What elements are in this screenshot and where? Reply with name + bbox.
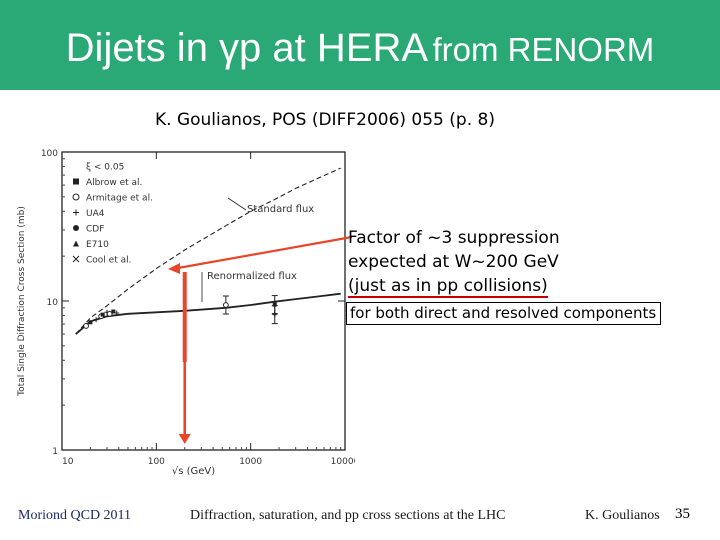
data-point <box>93 317 99 323</box>
legend-symbol <box>72 193 80 201</box>
footer-conference: Moriond QCD 2011 <box>18 508 132 523</box>
note-line-2: expected at W~200 GeV <box>348 252 559 272</box>
renormalized-flux-curve <box>75 292 341 335</box>
legend-symbol <box>73 225 79 231</box>
footer-author: K. Goulianos <box>585 508 660 523</box>
reference-text: K. Goulianos, POS (DIFF2006) 055 (p. 8) <box>155 110 495 130</box>
cross-section-plot: 10 100 1000 10000 √s (GeV) 1 10 100 Total Single… <box>17 149 355 475</box>
plot-series <box>75 167 341 335</box>
title-sub: from RENORM <box>432 31 655 68</box>
legend-symbol <box>73 178 79 185</box>
x-tick-label: 10000 <box>331 457 355 467</box>
legend-label: CDF <box>86 225 104 235</box>
legend-label: Armitage et al. <box>86 194 153 204</box>
y-axis-label: Total Single Diffraction Cross Section (… <box>17 206 27 397</box>
plot-arrows <box>168 235 353 444</box>
x-tick-label: 10 <box>62 457 74 467</box>
footer-talk-title: Diffraction, saturation, and pp cross se… <box>190 508 506 523</box>
data-point <box>88 320 93 325</box>
red-arrowhead <box>178 434 191 444</box>
annotation-renormalized-flux: Renormalized flux <box>207 271 297 282</box>
title-bar <box>0 0 720 90</box>
legend-label: E710 <box>86 240 109 250</box>
page-number: 35 <box>675 506 690 522</box>
red-pointer-head <box>168 263 180 274</box>
plot-annotations: Standard flux Renormalized flux <box>201 197 314 302</box>
data-point <box>83 323 89 329</box>
legend-label: Cool et al. <box>86 256 131 266</box>
y-tick-label: 100 <box>41 149 58 159</box>
note-line-3: (just as in pp collisions) <box>348 276 548 298</box>
plot-axes: 10 100 1000 10000 √s (GeV) 1 10 100 Total Single… <box>17 149 355 475</box>
legend-label: Albrow et al. <box>86 178 142 188</box>
data-point <box>106 310 113 317</box>
data-point <box>100 312 105 317</box>
annotation-standard-flux: Standard flux <box>247 204 314 215</box>
note-line-1: Factor of ~3 suppression <box>348 228 560 248</box>
data-point <box>272 302 277 307</box>
y-tick-label: 10 <box>47 298 59 308</box>
legend-symbol <box>73 240 79 247</box>
x-tick-label: 100 <box>148 457 165 467</box>
plot-legend: ξ < 0.05 Albrow et al. Armitage et al. UA4 C… <box>72 163 153 266</box>
legend-label: UA4 <box>86 209 105 219</box>
annotation-leader <box>227 197 247 211</box>
data-point <box>111 309 116 314</box>
legend-label: ξ < 0.05 <box>86 163 124 173</box>
plot-points <box>83 295 278 329</box>
suppression-note: Factor of ~3 suppression expected at W~2… <box>348 226 560 298</box>
data-point <box>114 310 120 316</box>
x-tick-label: 1000 <box>239 457 262 467</box>
data-point <box>222 302 229 308</box>
slide-title: Dijets in γp at HERA from RENORM <box>0 26 720 71</box>
standard-flux-curve <box>75 167 341 335</box>
components-note: for both direct and resolved components <box>346 302 662 325</box>
data-point <box>272 312 278 318</box>
y-tick-label: 1 <box>52 447 58 457</box>
title-main: Dijets in γp at HERA <box>65 26 429 70</box>
red-pointer-line <box>177 235 353 270</box>
legend-symbol <box>73 209 79 216</box>
legend-symbol <box>72 255 80 263</box>
x-axis-label: √s (GeV) <box>172 466 215 475</box>
